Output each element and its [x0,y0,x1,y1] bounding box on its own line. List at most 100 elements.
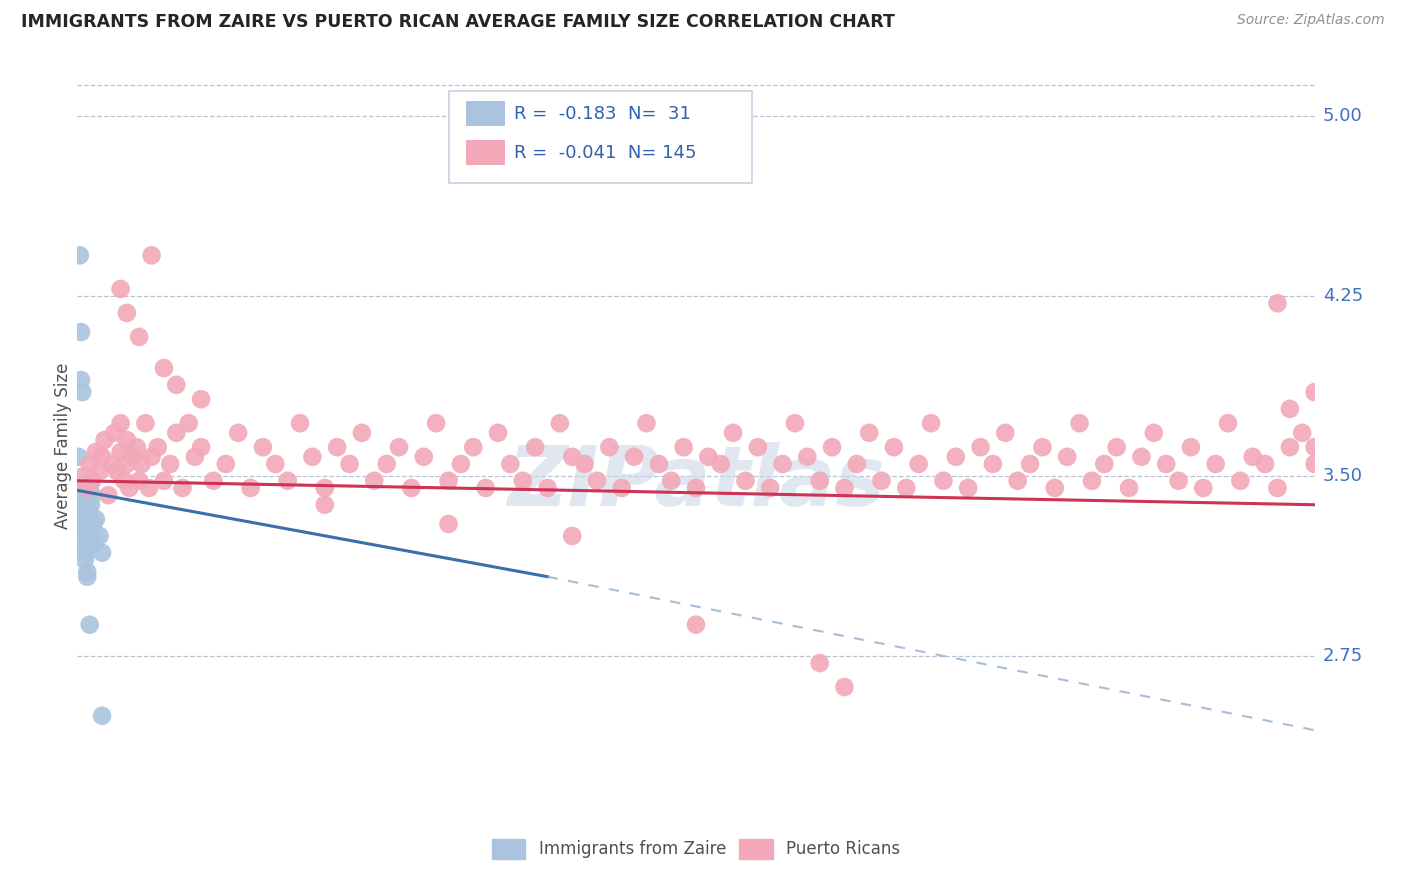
Point [499,457,522,471]
Point [101,457,124,471]
Point [994,425,1017,440]
Point [747,440,769,454]
Point [70,325,93,339]
Point [808,656,831,670]
Point [82,488,104,502]
Point [70,373,93,387]
Point [165,377,187,392]
Point [153,361,176,376]
Point [561,450,583,464]
FancyBboxPatch shape [449,91,752,183]
Point [920,416,942,430]
Point [72,385,94,400]
Point [128,474,150,488]
Point [1205,457,1227,471]
Point [1092,457,1115,471]
Point [1154,457,1177,471]
Point [226,425,249,440]
Point [91,546,114,560]
Point [759,481,782,495]
Point [301,450,323,464]
Point [252,440,274,454]
Point [598,440,620,454]
Point [172,481,194,495]
Point [672,440,695,454]
Point [512,474,534,488]
Point [79,617,101,632]
Point [536,481,558,495]
Point [314,481,336,495]
Point [957,481,980,495]
Point [153,474,176,488]
Point [118,481,141,495]
Point [412,450,434,464]
Point [945,450,967,464]
Point [103,425,125,440]
Point [821,440,844,454]
Point [72,512,94,526]
Point [1278,401,1301,416]
Point [1267,296,1289,310]
Text: ZIPatlas: ZIPatlas [508,442,884,523]
Point [97,488,120,502]
Point [1069,416,1091,430]
Point [450,457,472,471]
Point [190,392,212,407]
Point [288,416,311,430]
Point [796,450,818,464]
Point [1007,474,1029,488]
Text: 2.75: 2.75 [1323,647,1364,665]
Point [314,498,336,512]
Point [128,330,150,344]
Point [82,516,104,531]
Point [648,457,671,471]
Point [67,483,90,498]
Point [1180,440,1202,454]
Point [76,565,98,579]
Point [1278,440,1301,454]
Point [79,457,101,471]
Point [524,440,547,454]
Point [845,457,868,471]
Point [89,529,111,543]
Point [112,474,135,488]
Point [110,445,132,459]
Point [808,474,831,488]
Point [1303,440,1326,454]
Point [783,416,806,430]
Point [463,440,485,454]
Point [138,481,160,495]
Point [548,416,571,430]
Point [177,416,200,430]
Point [721,425,744,440]
Point [141,450,163,464]
Point [239,481,262,495]
FancyBboxPatch shape [465,101,505,127]
Point [75,546,97,560]
Point [67,450,90,464]
Text: R =  -0.041  N= 145: R = -0.041 N= 145 [515,144,696,161]
Point [1105,440,1128,454]
FancyBboxPatch shape [465,139,505,165]
Point [697,450,720,464]
Point [772,457,794,471]
Point [93,433,115,447]
Point [350,425,373,440]
Point [1291,425,1313,440]
Point [80,498,103,512]
Point [1241,450,1264,464]
Point [610,481,633,495]
Point [84,445,107,459]
Point [932,474,955,488]
Legend: Immigrants from Zaire, Puerto Ricans: Immigrants from Zaire, Puerto Ricans [485,832,907,865]
Text: R =  -0.183  N=  31: R = -0.183 N= 31 [515,105,690,123]
Point [115,306,138,320]
Point [388,440,411,454]
Point [215,457,238,471]
Point [83,536,105,550]
Point [834,680,856,694]
Text: Source: ZipAtlas.com: Source: ZipAtlas.com [1237,13,1385,28]
Point [165,425,187,440]
Point [77,505,100,519]
Point [1303,385,1326,400]
